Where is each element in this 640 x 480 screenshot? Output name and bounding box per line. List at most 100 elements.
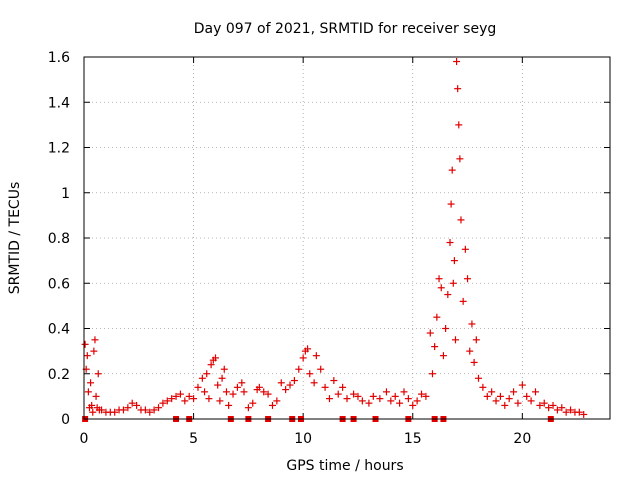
data-point bbox=[133, 401, 141, 409]
data-point bbox=[536, 401, 544, 409]
data-point bbox=[456, 155, 464, 163]
grid-lines bbox=[84, 57, 610, 419]
data-point bbox=[354, 392, 362, 400]
data-point bbox=[464, 275, 472, 283]
data-point bbox=[479, 383, 487, 391]
data-point bbox=[439, 352, 447, 360]
data-point bbox=[81, 340, 89, 348]
data-point bbox=[159, 399, 167, 407]
data-point bbox=[461, 245, 469, 253]
data-point bbox=[483, 392, 491, 400]
data-point bbox=[277, 379, 285, 387]
x-tick-label: 0 bbox=[80, 431, 89, 447]
data-point bbox=[514, 399, 522, 407]
data-point bbox=[382, 388, 390, 396]
data-point bbox=[225, 401, 233, 409]
data-point bbox=[220, 365, 228, 373]
data-point bbox=[212, 354, 219, 362]
data-point bbox=[435, 275, 443, 283]
y-axis-label: SRMTID / TECUs bbox=[7, 182, 23, 295]
data-point bbox=[240, 388, 248, 396]
data-point bbox=[496, 392, 504, 400]
chart-title: Day 097 of 2021, SRMTID for receiver sey… bbox=[194, 21, 497, 37]
data-point bbox=[87, 379, 95, 387]
data-point bbox=[84, 388, 92, 396]
data-point bbox=[90, 347, 98, 355]
data-point bbox=[391, 392, 399, 400]
data-point bbox=[510, 388, 518, 396]
data-point bbox=[339, 383, 347, 391]
data-point bbox=[198, 374, 206, 382]
data-point bbox=[343, 395, 351, 403]
y-tick-label: 1.6 bbox=[48, 50, 70, 66]
data-point bbox=[459, 297, 467, 305]
data-point bbox=[146, 408, 154, 416]
x-tick-label: 15 bbox=[404, 431, 422, 447]
data-point bbox=[190, 395, 198, 403]
data-point bbox=[299, 354, 307, 362]
data-point bbox=[457, 216, 465, 224]
data-point bbox=[567, 406, 575, 414]
data-point bbox=[181, 397, 189, 405]
data-point bbox=[468, 320, 476, 328]
data-point bbox=[553, 406, 561, 414]
data-point bbox=[201, 388, 209, 396]
data-point bbox=[244, 404, 252, 412]
data-point bbox=[518, 381, 526, 389]
data-point bbox=[295, 365, 303, 373]
data-point bbox=[321, 383, 329, 391]
data-point bbox=[111, 408, 119, 416]
data-point bbox=[214, 381, 222, 389]
data-point bbox=[222, 388, 230, 396]
data-point bbox=[282, 386, 290, 394]
data-point bbox=[523, 392, 531, 400]
data-point bbox=[437, 284, 445, 292]
y-tick-label: 0.4 bbox=[48, 322, 70, 338]
data-point bbox=[413, 397, 421, 405]
data-point bbox=[141, 406, 149, 414]
data-point bbox=[409, 401, 417, 409]
data-point bbox=[426, 329, 434, 337]
x-tick-label: 20 bbox=[513, 431, 531, 447]
data-point bbox=[330, 377, 338, 385]
data-point bbox=[488, 388, 496, 396]
data-point bbox=[505, 395, 513, 403]
data-point bbox=[444, 291, 452, 299]
data-point bbox=[155, 404, 163, 412]
data-point bbox=[428, 370, 436, 378]
data-point bbox=[358, 397, 366, 405]
plot-frame bbox=[83, 56, 611, 420]
x-axis-label: GPS time / hours bbox=[286, 458, 403, 474]
data-point bbox=[119, 406, 127, 414]
data-point bbox=[94, 370, 102, 378]
data-point bbox=[472, 336, 480, 344]
data-point bbox=[273, 397, 281, 405]
data-point bbox=[233, 383, 241, 391]
data-point bbox=[545, 404, 553, 412]
data-point bbox=[448, 166, 456, 174]
data-point bbox=[91, 336, 99, 344]
data-point bbox=[88, 401, 96, 409]
y-axis-ticks: 0 0.2 0.4 0.6 0.8 1 1.2 1.4 1.6 bbox=[48, 50, 610, 428]
data-point bbox=[454, 85, 462, 93]
data-point bbox=[404, 395, 412, 403]
data-point bbox=[575, 408, 583, 416]
y-tick-label: 0.8 bbox=[48, 231, 70, 247]
data-point bbox=[400, 388, 408, 396]
data-point bbox=[98, 406, 106, 414]
data-point bbox=[92, 392, 100, 400]
data-point bbox=[433, 313, 441, 321]
data-point bbox=[549, 401, 557, 409]
data-point bbox=[163, 397, 171, 405]
data-point bbox=[168, 395, 176, 403]
data-point bbox=[531, 388, 539, 396]
data-point bbox=[442, 325, 450, 332]
data-point bbox=[124, 404, 132, 412]
data-point bbox=[312, 352, 320, 360]
data-point bbox=[83, 352, 91, 360]
data-point bbox=[286, 381, 294, 389]
data-point bbox=[369, 392, 377, 400]
data-point bbox=[218, 374, 226, 382]
data-point bbox=[310, 379, 318, 387]
data-point bbox=[194, 383, 202, 391]
